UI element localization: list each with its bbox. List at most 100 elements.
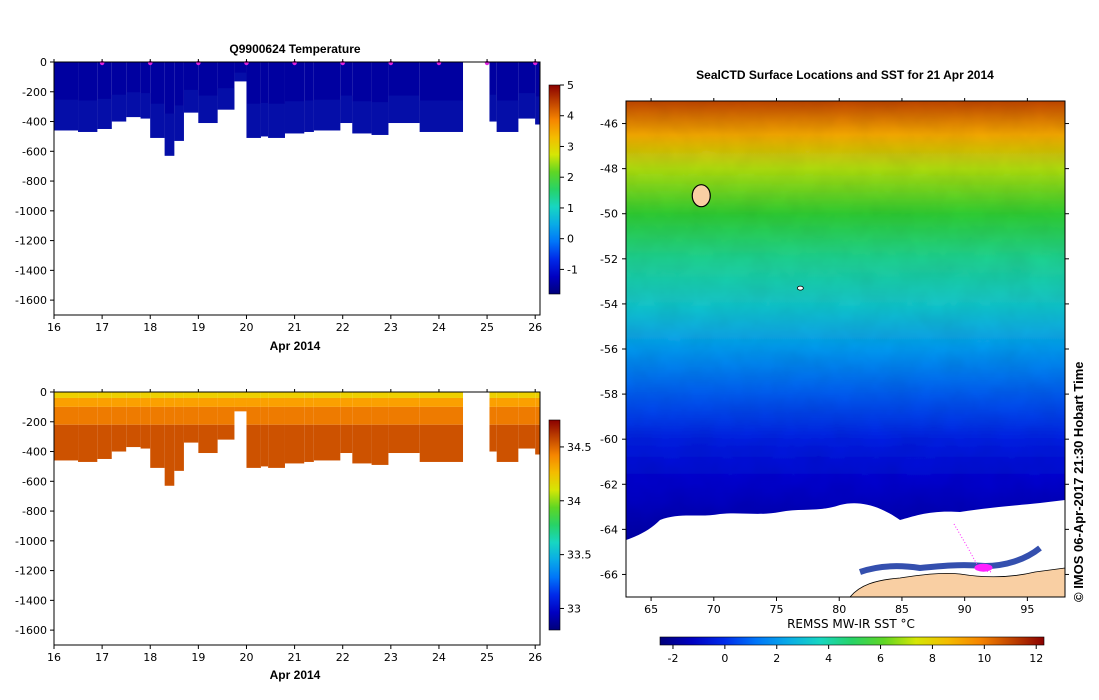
y-tick-label: -1600: [15, 294, 47, 307]
x-tick-label: 24: [432, 651, 446, 664]
profile-layer: [260, 392, 269, 398]
profile-layer: [284, 397, 305, 407]
profile-layer: [140, 392, 151, 398]
profile-deep-shade: [246, 103, 261, 138]
profile-layer: [313, 424, 341, 461]
profile-layer: [489, 397, 497, 407]
y-tick-label: -1200: [15, 565, 47, 578]
profile-layer: [246, 397, 261, 407]
profile-layer: [126, 424, 141, 448]
profile-layer: [183, 397, 199, 407]
profile-layer: [164, 406, 175, 425]
profile-deep-shade: [284, 101, 305, 134]
colorbar-tick-label: 34.5: [567, 441, 592, 454]
profile-deep-shade: [174, 105, 184, 141]
lat-tick-label: -52: [600, 253, 618, 266]
profile-layer: [164, 397, 175, 407]
profile-layer: [78, 406, 98, 425]
profile-layer: [284, 424, 305, 464]
y-tick-label: -400: [22, 446, 47, 459]
profile-layer: [340, 424, 353, 454]
profile-layer: [304, 397, 314, 407]
sst-map-chart: SealCTD Surface Locations and SST for 21…: [600, 68, 1086, 665]
profile-layer: [489, 424, 497, 452]
x-tick-label: 18: [143, 321, 157, 334]
profile-deep-shade: [535, 96, 540, 125]
profile-layer: [54, 392, 79, 398]
lon-tick-label: 70: [707, 603, 721, 616]
y-tick-label: 0: [40, 56, 47, 69]
profile-layer: [174, 424, 184, 471]
profile-layer: [111, 392, 127, 398]
lat-tick-label: -48: [600, 163, 618, 176]
profile-deep-shade: [97, 98, 112, 129]
x-tick-label: 21: [288, 321, 302, 334]
profile-layer: [246, 392, 261, 398]
profile-deep-shade: [183, 89, 199, 113]
profile-deep-shade: [111, 94, 127, 122]
y-tick-label: -800: [22, 175, 47, 188]
colorbar-tick-label: -1: [567, 263, 578, 276]
lat-tick-label: -54: [600, 298, 618, 311]
seal-location-island: [691, 184, 711, 208]
y-tick-label: -600: [22, 475, 47, 488]
lon-tick-label: 80: [832, 603, 846, 616]
profile-deep-shade: [260, 102, 269, 137]
y-tick-label: -200: [22, 416, 47, 429]
profile-layer: [126, 392, 141, 398]
temperature-colorbar-ticks: -1 0 1 2 3 4 5: [560, 79, 578, 276]
profile-layer: [535, 424, 540, 455]
map-axes: 65 70 75 80 85 90 95 -46 -48 -50 -52 -54 -56 -58 -60 -6…: [600, 98, 1069, 616]
profile-layer: [150, 392, 165, 398]
x-tick-label: 17: [95, 321, 109, 334]
profile-deep-shade: [489, 94, 497, 122]
y-tick-label: -1600: [15, 624, 47, 637]
profile-layer: [54, 406, 79, 425]
profile-layer: [388, 397, 420, 407]
profile-deep-shade: [198, 95, 218, 124]
profile-deep-shade: [371, 102, 389, 135]
sst-colorbar-tick-label: 2: [773, 652, 780, 665]
profile-deep-shade: [352, 101, 372, 134]
profile-column: [174, 62, 184, 141]
profile-layer: [217, 406, 235, 425]
map-colorbar-label: REMSS MW-IR SST °C: [787, 617, 915, 631]
x-tick-label: 16: [47, 651, 61, 664]
profile-layer: [284, 406, 305, 425]
profile-column: [164, 62, 175, 156]
profile-deep-shade: [164, 113, 175, 156]
sst-colorbar-tick-label: 4: [825, 652, 832, 665]
lon-tick-label: 95: [1020, 603, 1034, 616]
temperature-x-axis-label: Apr 2014: [270, 339, 321, 353]
colorbar-tick-label: 0: [567, 233, 574, 246]
profile-layer: [260, 424, 269, 467]
profile-layer: [54, 397, 79, 407]
imos-credit: © IMOS 06-Apr-2017 21:30 Hobart Time: [1071, 361, 1086, 602]
profile-deep-shade: [496, 100, 519, 132]
profile-layer: [97, 392, 112, 398]
profile-layer: [150, 424, 165, 468]
profile-layer: [419, 424, 464, 462]
sst-colorbar-tick-label: 12: [1029, 652, 1043, 665]
profile-layer: [164, 424, 175, 486]
profile-layer: [388, 392, 420, 398]
profile-layer: [268, 397, 285, 407]
profile-layer: [352, 406, 372, 425]
temperature-axes: 16 17 18 19 20 21 22 23 24 25 26 0 -200 -400 -600 -800 -…: [15, 56, 542, 334]
profile-layer: [126, 397, 141, 407]
profile-layer: [340, 397, 353, 407]
y-tick-label: -1400: [15, 594, 47, 607]
seal-location: [796, 285, 804, 291]
profile-layer: [183, 392, 199, 398]
profile-deep-shade: [388, 95, 420, 124]
profile-layer: [260, 397, 269, 407]
x-tick-label: 23: [384, 651, 398, 664]
profile-column: [304, 62, 314, 132]
profile-column: [140, 62, 151, 119]
lat-tick-label: -50: [600, 208, 618, 221]
profile-deep-shade: [313, 99, 341, 131]
x-tick-label: 17: [95, 651, 109, 664]
temperature-plot-frame: [53, 61, 541, 316]
y-tick-label: -1200: [15, 235, 47, 248]
